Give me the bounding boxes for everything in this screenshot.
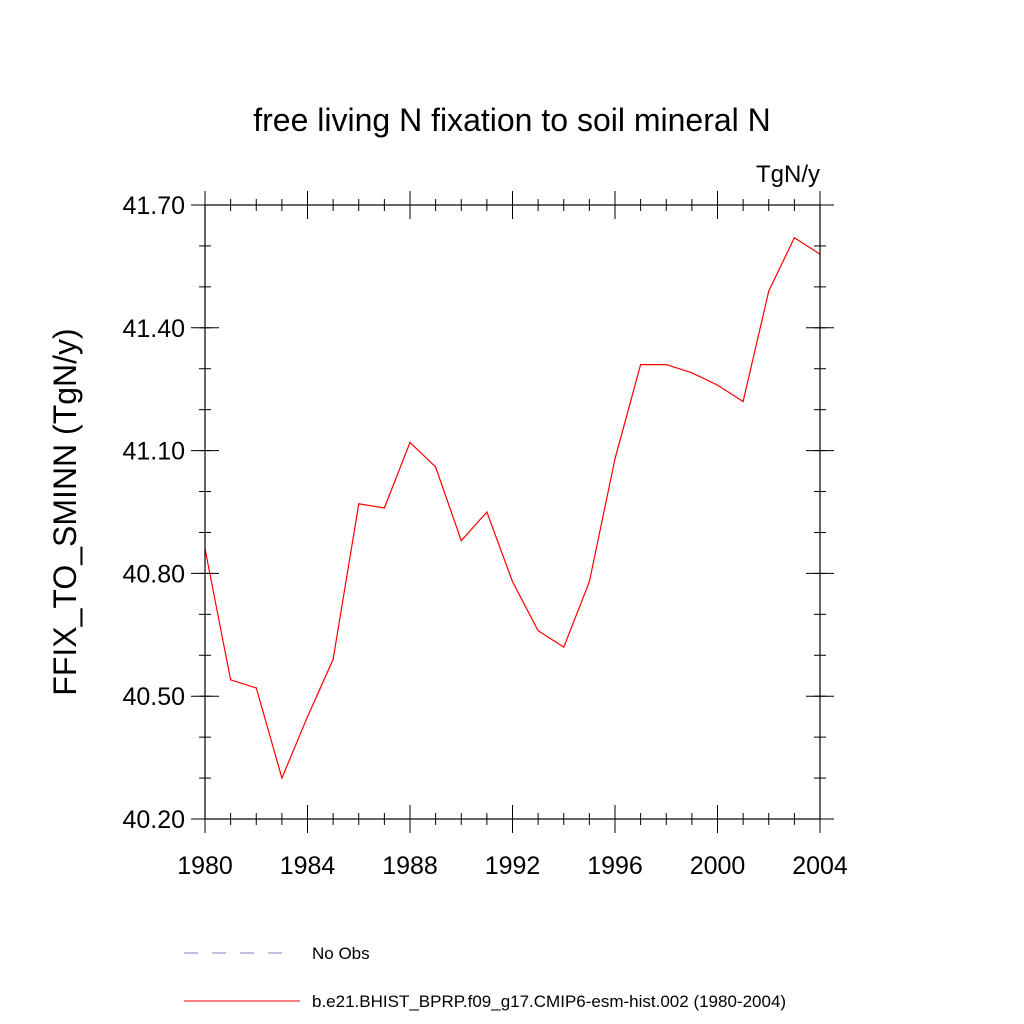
x-tick-label: 1988 bbox=[382, 852, 438, 880]
data-point bbox=[358, 503, 360, 505]
data-point bbox=[230, 679, 232, 681]
data-point bbox=[716, 384, 719, 386]
data-point bbox=[383, 507, 385, 509]
data-point bbox=[665, 364, 667, 366]
axis-ticks bbox=[191, 191, 834, 833]
data-point bbox=[332, 658, 334, 661]
x-tick-label: 1984 bbox=[280, 852, 336, 880]
y-tick-label: 41.40 bbox=[122, 315, 185, 343]
y-tick-label: 41.70 bbox=[122, 192, 185, 220]
data-point bbox=[281, 777, 283, 779]
data-point bbox=[768, 290, 770, 292]
legend-label-model: b.e21.BHIST_BPRP.f09_g17.CMIP6-esm-hist.… bbox=[312, 992, 786, 1011]
x-tick-label: 1996 bbox=[587, 852, 643, 880]
y-axis-label: FFIX_TO_SMINN (TgN/y) bbox=[47, 328, 83, 695]
data-point bbox=[742, 400, 744, 403]
data-point bbox=[255, 687, 257, 689]
data-point bbox=[409, 441, 411, 443]
data-point bbox=[563, 646, 565, 648]
plot-frame bbox=[204, 204, 821, 820]
data-point bbox=[306, 716, 309, 718]
data-point bbox=[537, 630, 539, 632]
x-tick-label: 2000 bbox=[690, 852, 746, 880]
chart-title: free living N fixation to soil mineral N bbox=[253, 102, 771, 138]
data-point bbox=[640, 364, 642, 366]
data-point bbox=[588, 581, 591, 583]
data-point bbox=[793, 237, 796, 239]
x-tick-label: 1992 bbox=[485, 852, 541, 880]
y-tick-label: 40.80 bbox=[122, 560, 185, 588]
legend-label-no-obs: No Obs bbox=[312, 944, 370, 963]
legend: No Obs b.e21.BHIST_BPRP.f09_g17.CMIP6-es… bbox=[184, 944, 786, 1011]
axis-tick-labels: 40.20 40.50 40.80 41.10 41.40 41.70 1980 1984 19… bbox=[122, 192, 847, 880]
data-point bbox=[460, 540, 462, 542]
series-line bbox=[204, 236, 821, 780]
data-point bbox=[435, 466, 437, 468]
y-tick-label: 41.10 bbox=[122, 438, 185, 466]
series-group bbox=[204, 236, 821, 780]
data-point bbox=[691, 372, 693, 374]
y-tick-label: 40.20 bbox=[122, 806, 185, 834]
y-tick-label: 40.50 bbox=[122, 683, 185, 711]
x-tick-label: 1980 bbox=[177, 852, 233, 880]
data-point bbox=[486, 511, 488, 513]
x-tick-label: 2004 bbox=[792, 852, 848, 880]
data-point bbox=[614, 458, 616, 460]
units-label: TgN/y bbox=[756, 161, 820, 188]
data-point bbox=[511, 581, 514, 583]
